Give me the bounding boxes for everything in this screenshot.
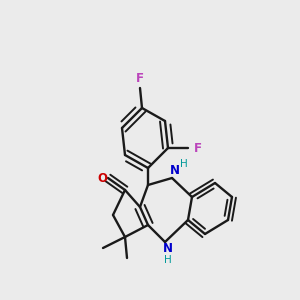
Text: F: F <box>194 142 202 154</box>
Text: O: O <box>97 172 107 184</box>
Text: N: N <box>163 242 173 256</box>
Text: N: N <box>170 164 180 178</box>
Text: H: H <box>180 159 188 169</box>
Text: H: H <box>164 255 172 265</box>
Text: F: F <box>136 71 144 85</box>
